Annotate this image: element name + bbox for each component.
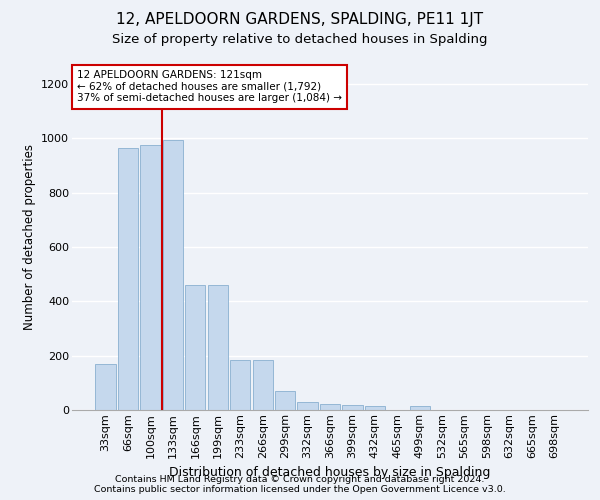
Y-axis label: Number of detached properties: Number of detached properties <box>23 144 35 330</box>
Bar <box>230 360 250 410</box>
Bar <box>208 285 228 410</box>
Bar <box>320 404 340 410</box>
Bar <box>95 364 116 410</box>
Text: 12 APELDOORN GARDENS: 121sqm
← 62% of detached houses are smaller (1,792)
37% of: 12 APELDOORN GARDENS: 121sqm ← 62% of de… <box>77 70 342 103</box>
Bar <box>410 406 430 410</box>
X-axis label: Distribution of detached houses by size in Spalding: Distribution of detached houses by size … <box>169 466 491 479</box>
Text: Contains HM Land Registry data © Crown copyright and database right 2024.: Contains HM Land Registry data © Crown c… <box>115 475 485 484</box>
Text: 12, APELDOORN GARDENS, SPALDING, PE11 1JT: 12, APELDOORN GARDENS, SPALDING, PE11 1J… <box>116 12 484 27</box>
Bar <box>163 140 183 410</box>
Bar <box>275 391 295 410</box>
Bar <box>185 285 205 410</box>
Bar <box>365 406 385 410</box>
Bar <box>343 404 362 410</box>
Bar <box>140 145 161 410</box>
Text: Size of property relative to detached houses in Spalding: Size of property relative to detached ho… <box>112 32 488 46</box>
Bar <box>298 402 317 410</box>
Text: Contains public sector information licensed under the Open Government Licence v3: Contains public sector information licen… <box>94 485 506 494</box>
Bar <box>253 360 273 410</box>
Bar <box>118 148 138 410</box>
